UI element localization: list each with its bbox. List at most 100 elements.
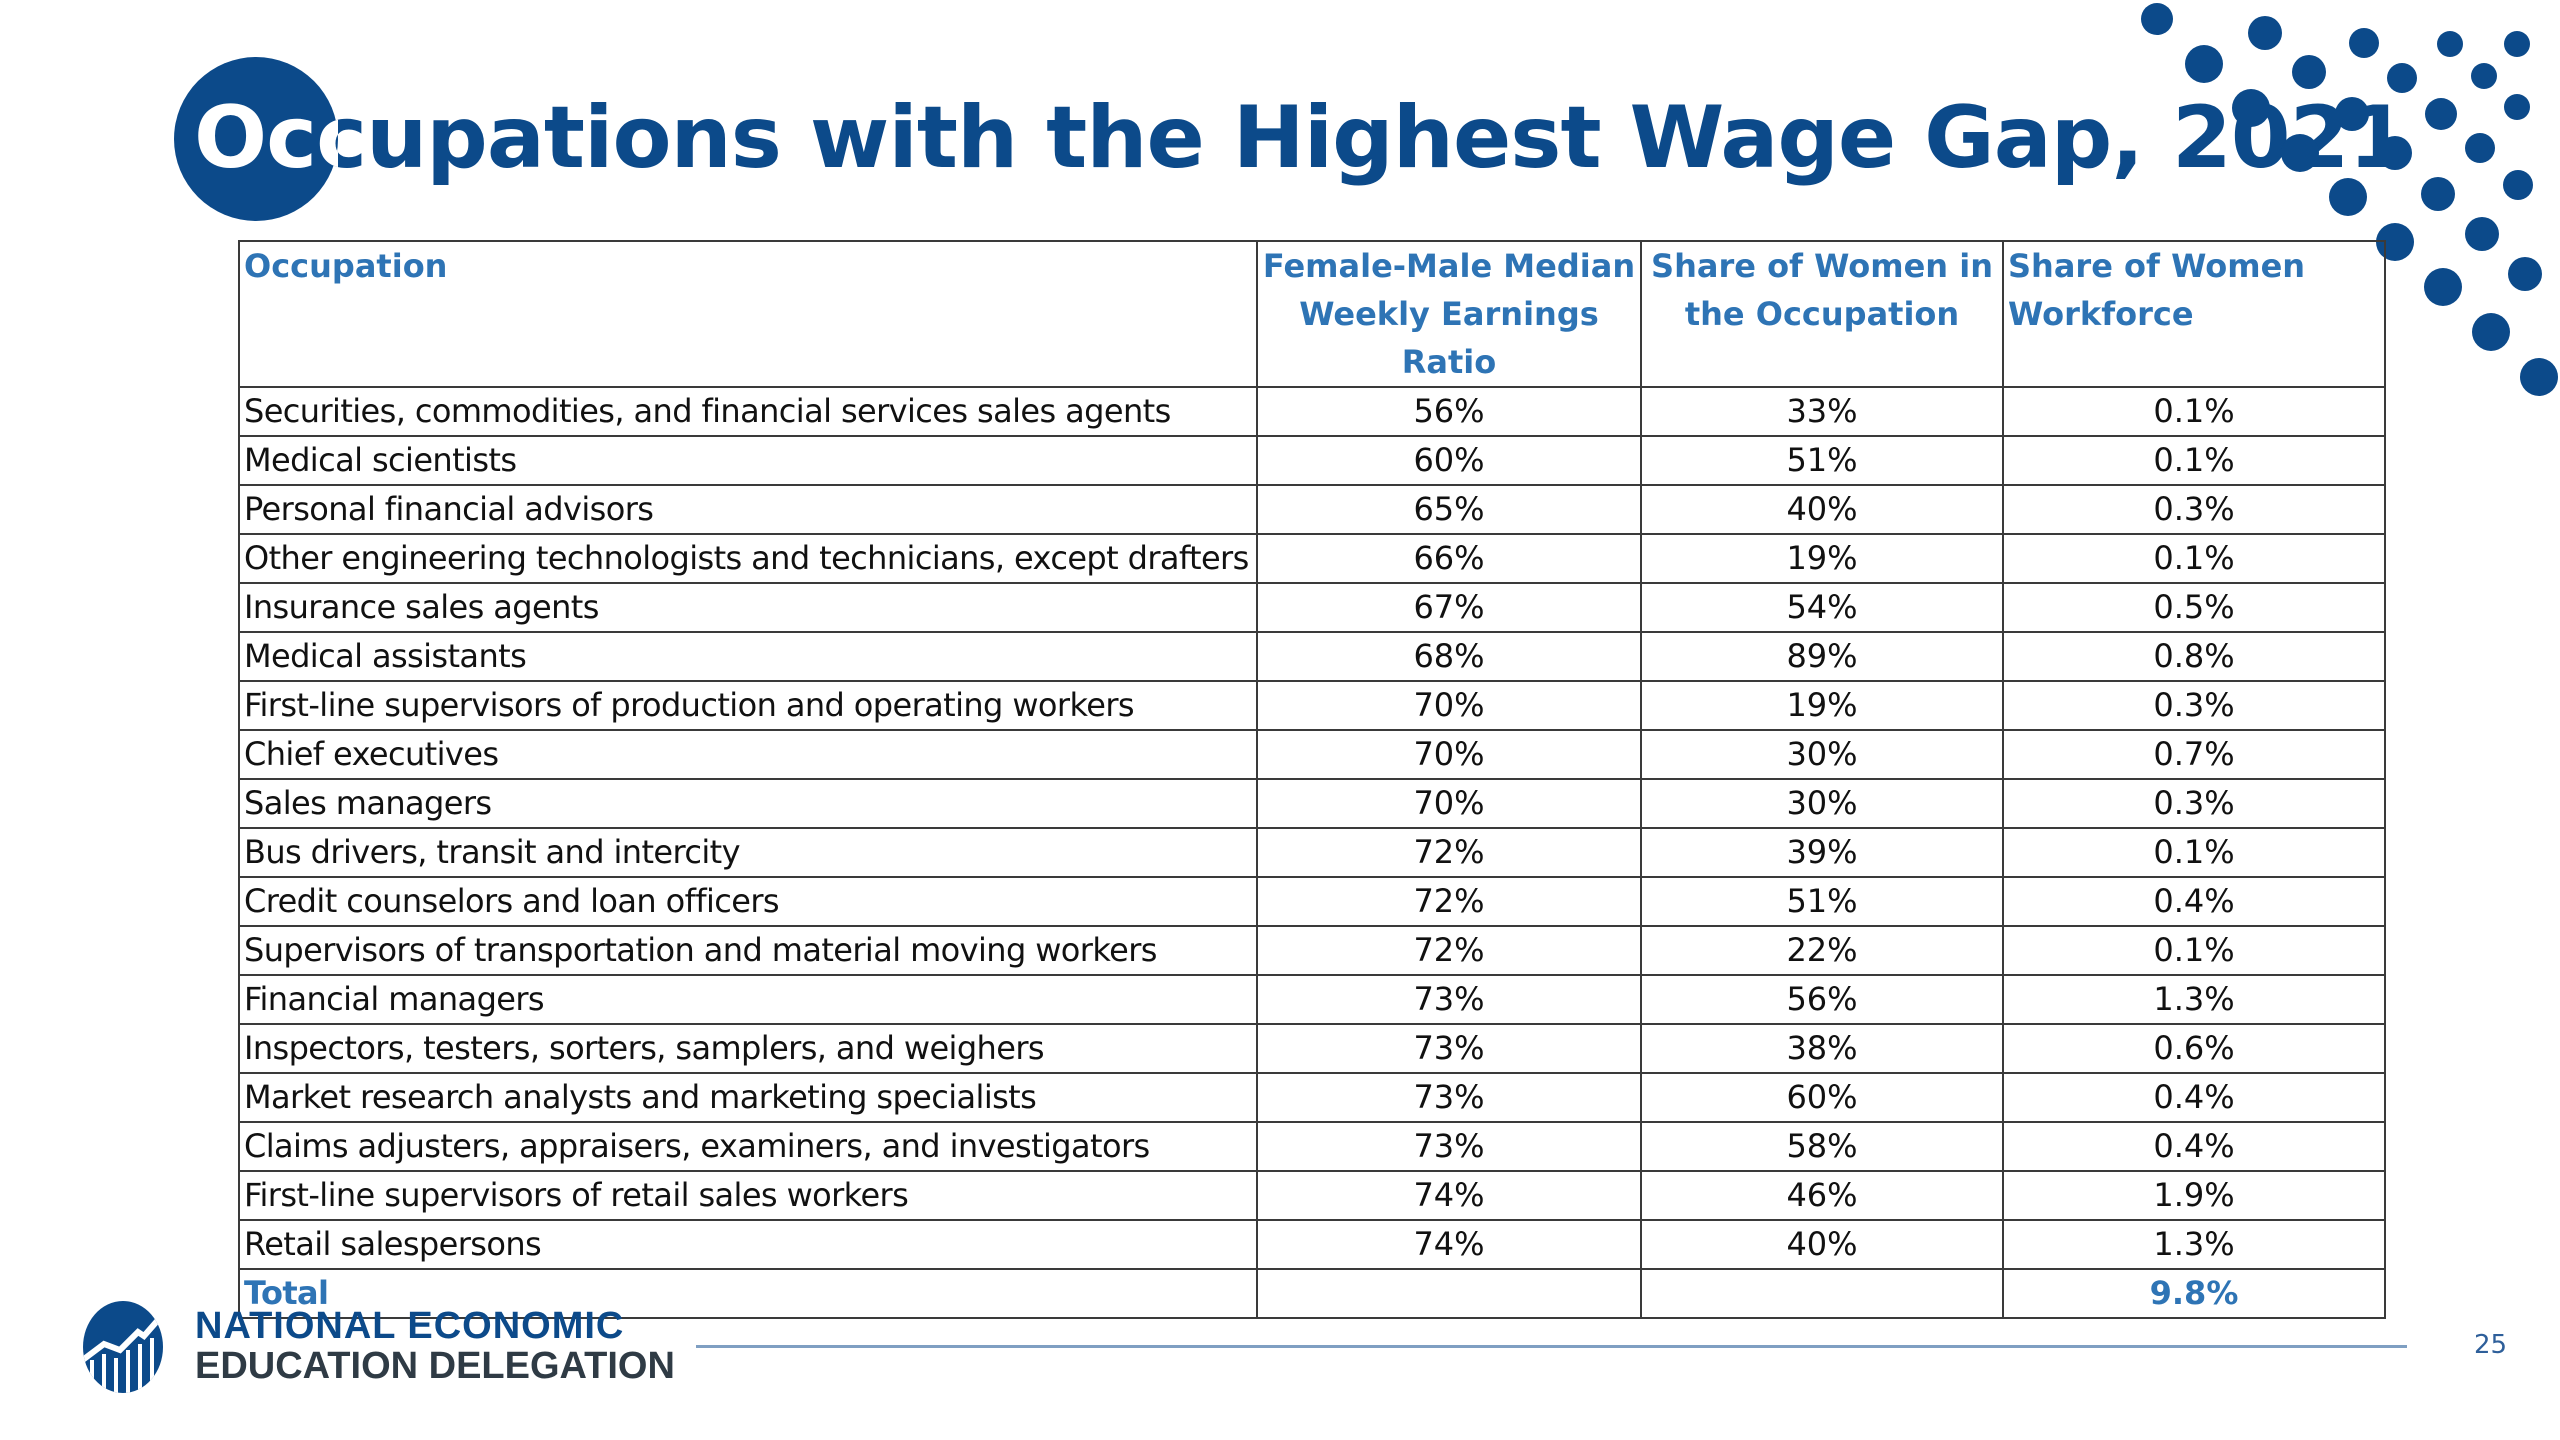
dot [2471, 63, 2497, 89]
slide-title: Occupations with the Highest Wage Gap, 2… [194, 88, 2408, 188]
cell-earnings-ratio: 67% [1256, 582, 1642, 633]
dot [2508, 257, 2542, 291]
cell-share-women-workforce: 1.3% [2002, 974, 2386, 1025]
cell-share-women-occupation: 46% [1640, 1170, 2004, 1221]
cell-share-women-workforce: 0.1% [2002, 925, 2386, 976]
cell-share-women-occupation: 38% [1640, 1023, 2004, 1074]
cell-share-women-workforce: 0.4% [2002, 876, 2386, 927]
cell-share-women-workforce: 0.1% [2002, 435, 2386, 486]
dot [2504, 94, 2530, 120]
cell-earnings-ratio: 56% [1256, 386, 1642, 437]
dot [2465, 133, 2495, 163]
cell-share-women-workforce: 0.1% [2002, 386, 2386, 437]
total-cell-earnings-ratio [1256, 1268, 1642, 1319]
dot [2465, 217, 2499, 251]
dot [2503, 170, 2533, 200]
cell-share-women-occupation: 19% [1640, 680, 2004, 731]
total-cell-share-women-occupation [1640, 1268, 2004, 1319]
table-row: Medical scientists 60% 51% 0.1% [238, 435, 2386, 486]
table-row: First-line supervisors of production and… [238, 680, 2386, 731]
cell-earnings-ratio: 70% [1256, 680, 1642, 731]
cell-earnings-ratio: 73% [1256, 1072, 1642, 1123]
cell-share-women-occupation: 58% [1640, 1121, 2004, 1172]
cell-share-women-workforce: 0.1% [2002, 827, 2386, 878]
header-share-women-workforce: Share of Women Workforce [2002, 240, 2386, 388]
cell-occupation: Other engineering technologists and tech… [238, 533, 1258, 584]
dot [2424, 268, 2462, 306]
cell-share-women-occupation: 54% [1640, 582, 2004, 633]
table-row: Market research analysts and marketing s… [238, 1072, 2386, 1123]
dot [2292, 55, 2326, 89]
cell-occupation: Medical assistants [238, 631, 1258, 682]
cell-share-women-occupation: 40% [1640, 484, 2004, 535]
cell-occupation: Chief executives [238, 729, 1258, 780]
header-occupation: Occupation [238, 240, 1258, 388]
cell-share-women-occupation: 40% [1640, 1219, 2004, 1270]
cell-earnings-ratio: 72% [1256, 876, 1642, 927]
page-number: 25 [2474, 1330, 2508, 1360]
cell-occupation: Sales managers [238, 778, 1258, 829]
cell-earnings-ratio: 73% [1256, 1121, 1642, 1172]
cell-earnings-ratio: 66% [1256, 533, 1642, 584]
dot [2248, 16, 2282, 50]
table-body: Securities, commodities, and financial s… [238, 386, 2386, 1319]
cell-share-women-workforce: 0.5% [2002, 582, 2386, 633]
cell-share-women-occupation: 89% [1640, 631, 2004, 682]
dot [2425, 98, 2457, 130]
table-row: First-line supervisors of retail sales w… [238, 1170, 2386, 1221]
cell-earnings-ratio: 73% [1256, 1023, 1642, 1074]
table-row: Retail salespersons 74% 40% 1.3% [238, 1219, 2386, 1270]
cell-occupation: Financial managers [238, 974, 1258, 1025]
cell-earnings-ratio: 70% [1256, 729, 1642, 780]
cell-earnings-ratio: 73% [1256, 974, 1642, 1025]
cell-occupation: Supervisors of transportation and materi… [238, 925, 1258, 976]
table-header-row: Occupation Female-Male Median Weekly Ear… [238, 240, 2386, 388]
cell-earnings-ratio: 74% [1256, 1170, 1642, 1221]
table-row: Supervisors of transportation and materi… [238, 925, 2386, 976]
dot [2437, 31, 2463, 57]
total-label: Total [238, 1268, 1258, 1319]
cell-share-women-occupation: 19% [1640, 533, 2004, 584]
table-row: Other engineering technologists and tech… [238, 533, 2386, 584]
cell-share-women-workforce: 1.3% [2002, 1219, 2386, 1270]
dot [2329, 178, 2367, 216]
title-accent-circle [174, 57, 338, 221]
table-row: Claims adjusters, appraisers, examiners,… [238, 1121, 2386, 1172]
dot [2141, 3, 2173, 35]
table-row: Financial managers 73% 56% 1.3% [238, 974, 2386, 1025]
dot [2378, 136, 2412, 170]
cell-occupation: Bus drivers, transit and intercity [238, 827, 1258, 878]
org-name-line1: NATIONAL ECONOMIC [195, 1305, 625, 1347]
cell-share-women-workforce: 0.8% [2002, 631, 2386, 682]
cell-earnings-ratio: 74% [1256, 1219, 1642, 1270]
table-row: Personal financial advisors 65% 40% 0.3% [238, 484, 2386, 535]
cell-share-women-workforce: 1.9% [2002, 1170, 2386, 1221]
cell-occupation: Credit counselors and loan officers [238, 876, 1258, 927]
cell-earnings-ratio: 72% [1256, 925, 1642, 976]
cell-share-women-occupation: 33% [1640, 386, 2004, 437]
cell-share-women-occupation: 51% [1640, 435, 2004, 486]
decorative-dot-pattern [2141, 3, 2558, 396]
cell-share-women-occupation: 39% [1640, 827, 2004, 878]
cell-occupation: Securities, commodities, and financial s… [238, 386, 1258, 437]
dot [2472, 313, 2510, 351]
cell-occupation: Claims adjusters, appraisers, examiners,… [238, 1121, 1258, 1172]
table-row: Bus drivers, transit and intercity 72% 39%… [238, 827, 2386, 878]
cell-share-women-workforce: 0.3% [2002, 680, 2386, 731]
org-name-line2: EDUCATION DELEGATION [195, 1345, 675, 1387]
rising-chart-globe-icon [83, 1301, 163, 1393]
cell-occupation: First-line supervisors of retail sales w… [238, 1170, 1258, 1221]
dot [2504, 31, 2530, 57]
dot [2335, 97, 2369, 131]
table-row: Insurance sales agents 67% 54% 0.5% [238, 582, 2386, 633]
dot [2185, 45, 2223, 83]
dot [2376, 223, 2414, 261]
cell-occupation: Market research analysts and marketing s… [238, 1072, 1258, 1123]
dot [2349, 28, 2379, 58]
header-earnings-ratio: Female-Male Median Weekly Earnings Ratio [1256, 240, 1642, 388]
cell-earnings-ratio: 65% [1256, 484, 1642, 535]
dot [2232, 89, 2270, 127]
footer-divider [696, 1345, 2407, 1348]
wage-gap-table: Occupation Female-Male Median Weekly Ear… [238, 240, 2386, 1319]
dot [2421, 177, 2455, 211]
